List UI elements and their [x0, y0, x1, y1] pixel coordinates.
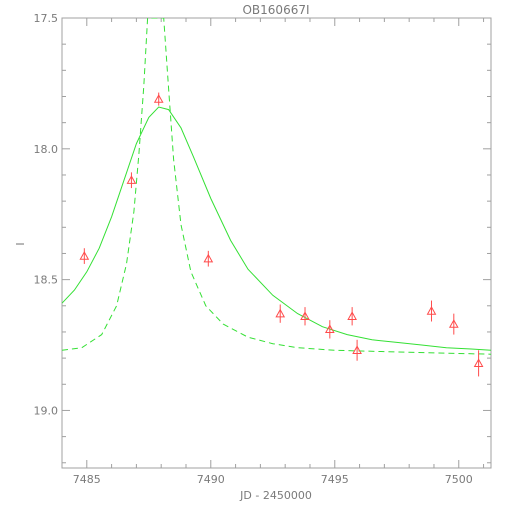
data-point	[79, 251, 90, 260]
y-tick-label: 19.0	[34, 404, 59, 417]
x-tick-label: 7500	[445, 473, 473, 486]
data-point	[347, 311, 357, 320]
data-point	[324, 324, 335, 334]
axis-ticks: 7485 7490 7495 7500 17.5 18.0 18.5 19.0	[34, 12, 491, 486]
solid-model-curve	[62, 106, 491, 351]
plot-frame	[61, 17, 492, 469]
y-tick-label: 17.5	[34, 12, 59, 25]
x-axis-label: JD - 2450000	[239, 489, 312, 502]
dashed-model-curve	[62, 18, 491, 355]
x-tick-label: 7495	[321, 473, 349, 486]
y-tick-label: 18.0	[34, 143, 59, 156]
data-point	[126, 175, 137, 184]
model-curves	[62, 18, 491, 355]
data-point	[473, 358, 484, 368]
y-axis-label: I	[14, 242, 27, 245]
y-tick-label: 18.5	[34, 274, 59, 287]
data-point	[426, 305, 437, 315]
x-tick-label: 7485	[73, 473, 101, 486]
data-point	[448, 319, 459, 328]
x-tick-label: 7490	[197, 473, 225, 486]
data-point	[352, 345, 362, 354]
data-points	[79, 92, 484, 377]
data-point	[300, 311, 310, 320]
data-point	[153, 94, 164, 103]
data-point	[203, 253, 214, 263]
chart-title: OB160667I	[242, 3, 309, 17]
data-point	[275, 308, 286, 318]
